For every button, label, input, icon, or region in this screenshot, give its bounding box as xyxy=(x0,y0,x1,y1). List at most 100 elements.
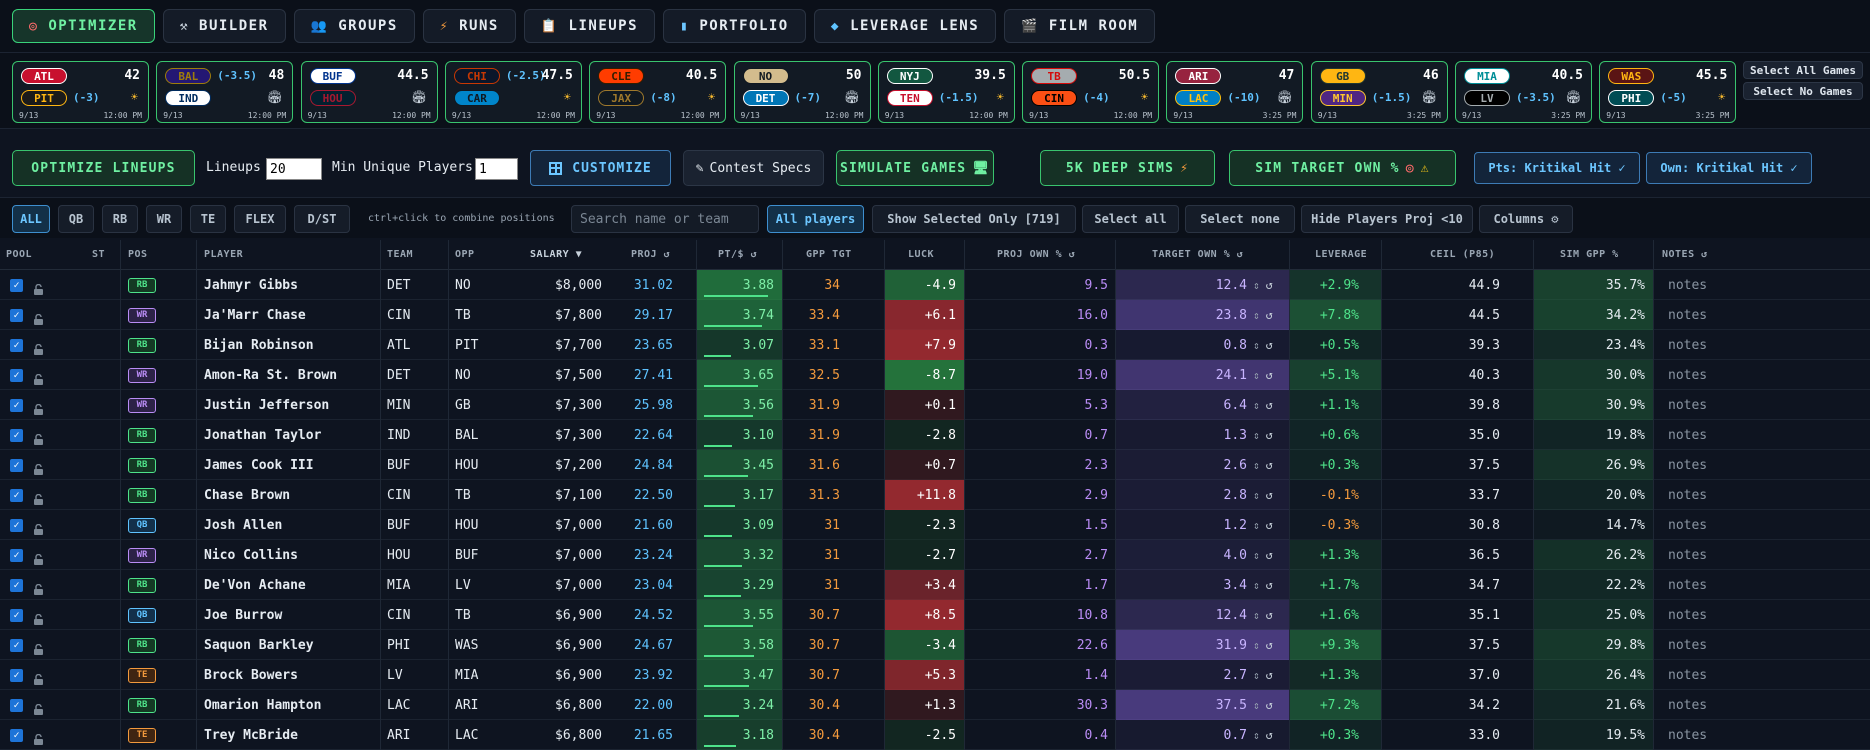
table-row[interactable]: ✓ RB De'Von Achane MIA LV $7,000 23.04 3.29 31 +3… xyxy=(0,570,1870,600)
col-luck[interactable]: LUCK xyxy=(908,249,935,260)
show-selected-button[interactable]: Show Selected Only [719] xyxy=(872,205,1076,233)
team-badge-home[interactable]: TEN xyxy=(886,90,933,106)
col-proj-own[interactable]: PROJ OWN % ↺ xyxy=(997,249,1076,260)
nav-lineups[interactable]: 📋 LINEUPS xyxy=(523,9,656,43)
target-ownership-cell[interactable]: 6.4 ⇕ ↺ xyxy=(1115,390,1289,420)
notes-input[interactable]: notes xyxy=(1668,337,1708,353)
col-team[interactable]: TEAM xyxy=(387,249,414,260)
nav-runs[interactable]: ⚡ RUNS xyxy=(422,9,516,43)
game-card[interactable]: NYJ TEN (-1.5) 39.5 ☀ 9/13 12:00 PM xyxy=(877,61,1015,123)
team-badge-away[interactable]: CHI xyxy=(453,68,500,84)
lock-icon[interactable] xyxy=(33,580,44,595)
pool-checkbox[interactable]: ✓ xyxy=(10,669,23,682)
target-ownership-value[interactable]: 2.8 xyxy=(1223,487,1247,503)
team-badge-home[interactable]: JAX xyxy=(598,90,645,106)
col-opp[interactable]: OPP xyxy=(455,249,475,260)
stepper-icon[interactable]: ⇕ xyxy=(1253,518,1260,532)
select-no-games-button[interactable]: Select No Games xyxy=(1743,82,1863,100)
stepper-icon[interactable]: ⇕ xyxy=(1253,458,1260,472)
col-st[interactable]: ST xyxy=(92,249,106,260)
game-card[interactable]: ATL PIT (-3) 42 ☀ 9/13 12:00 PM xyxy=(12,61,149,123)
notes-input[interactable]: notes xyxy=(1668,307,1708,323)
stepper-icon[interactable]: ⇕ xyxy=(1253,668,1260,682)
pool-checkbox[interactable]: ✓ xyxy=(10,279,23,292)
notes-input[interactable]: notes xyxy=(1668,517,1708,533)
lock-icon[interactable] xyxy=(33,700,44,715)
game-card[interactable]: MIA LV (-3.5) 40.5 🏟 9/13 3:25 PM xyxy=(1455,61,1592,123)
position-filter-wr[interactable]: WR xyxy=(146,205,182,233)
col-pt-per-dollar[interactable]: PT/$ ↺ xyxy=(718,249,758,260)
reset-icon[interactable]: ↺ xyxy=(1265,638,1273,652)
reset-icon[interactable]: ↺ xyxy=(1265,368,1273,382)
game-card[interactable]: CHI CAR (-2.5) 47.5 ☀ 9/13 12:00 PM xyxy=(444,61,582,123)
table-row[interactable]: ✓ RB Chase Brown CIN TB $7,100 22.50 3.17 31.3 +1… xyxy=(0,480,1870,510)
col-leverage[interactable]: LEVERAGE xyxy=(1315,249,1368,260)
reset-icon[interactable]: ↺ xyxy=(1265,698,1273,712)
table-row[interactable]: ✓ RB James Cook III BUF HOU $7,200 24.84 3.45 31… xyxy=(0,450,1870,480)
team-badge-home[interactable]: PIT xyxy=(21,90,67,106)
target-ownership-cell[interactable]: 2.7 ⇕ ↺ xyxy=(1115,660,1289,690)
notes-input[interactable]: notes xyxy=(1668,487,1708,503)
stepper-icon[interactable]: ⇕ xyxy=(1253,338,1260,352)
lineups-input[interactable]: 20 xyxy=(266,158,322,180)
reset-icon[interactable]: ↺ xyxy=(1265,548,1273,562)
customize-button[interactable]: CUSTOMIZE xyxy=(530,150,671,186)
stepper-icon[interactable]: ⇕ xyxy=(1253,698,1260,712)
lock-icon[interactable] xyxy=(33,640,44,655)
col-notes[interactable]: NOTES ↺ xyxy=(1662,249,1708,260)
notes-input[interactable]: notes xyxy=(1668,667,1708,683)
stepper-icon[interactable]: ⇕ xyxy=(1253,728,1260,742)
pool-checkbox[interactable]: ✓ xyxy=(10,639,23,652)
target-ownership-cell[interactable]: 37.5 ⇕ ↺ xyxy=(1115,690,1289,720)
notes-input[interactable]: notes xyxy=(1668,577,1708,593)
table-row[interactable]: ✓ RB Jahmyr Gibbs DET NO $8,000 31.02 3.88 34 -4.… xyxy=(0,270,1870,300)
reset-icon[interactable]: ↺ xyxy=(1265,278,1273,292)
target-ownership-value[interactable]: 4.0 xyxy=(1223,547,1247,563)
notes-input[interactable]: notes xyxy=(1668,427,1708,443)
position-filter-flex[interactable]: FLEX xyxy=(234,205,286,233)
target-ownership-value[interactable]: 24.1 xyxy=(1215,367,1247,383)
pool-checkbox[interactable]: ✓ xyxy=(10,399,23,412)
select-none-button[interactable]: Select none xyxy=(1185,205,1295,233)
target-ownership-value[interactable]: 0.7 xyxy=(1223,727,1247,743)
game-card[interactable]: TB CIN (-4) 50.5 ☀ 9/13 12:00 PM xyxy=(1022,61,1160,123)
nav-builder[interactable]: ⚒ BUILDER xyxy=(162,9,286,43)
table-row[interactable]: ✓ WR Ja'Marr Chase CIN TB $7,800 29.17 3.74 33.4… xyxy=(0,300,1870,330)
col-player[interactable]: PLAYER xyxy=(204,249,244,260)
notes-input[interactable]: notes xyxy=(1668,397,1708,413)
target-ownership-value[interactable]: 0.8 xyxy=(1223,337,1247,353)
team-badge-home[interactable]: DET xyxy=(742,90,789,106)
nav-groups[interactable]: 👥 GROUPS xyxy=(293,9,415,43)
reset-icon[interactable]: ↺ xyxy=(1265,338,1273,352)
nav-portfolio[interactable]: ▮ PORTFOLIO xyxy=(663,9,806,43)
target-ownership-value[interactable]: 2.7 xyxy=(1223,667,1247,683)
lock-icon[interactable] xyxy=(33,550,44,565)
position-filter-qb[interactable]: QB xyxy=(58,205,94,233)
reset-icon[interactable]: ↺ xyxy=(1265,398,1273,412)
lock-icon[interactable] xyxy=(33,460,44,475)
columns-button[interactable]: Columns ⚙ xyxy=(1479,205,1573,233)
target-ownership-cell[interactable]: 3.4 ⇕ ↺ xyxy=(1115,570,1289,600)
team-badge-home[interactable]: CAR xyxy=(453,90,500,106)
table-row[interactable]: ✓ WR Nico Collins HOU BUF $7,000 23.24 3.32 31 -2… xyxy=(0,540,1870,570)
ownership-source-button[interactable]: Own: Kritikal Hit ✓ xyxy=(1646,152,1812,184)
reset-icon[interactable]: ↺ xyxy=(1265,668,1273,682)
target-ownership-cell[interactable]: 31.9 ⇕ ↺ xyxy=(1115,630,1289,660)
col-pool[interactable]: POOL xyxy=(6,249,33,260)
target-ownership-value[interactable]: 12.4 xyxy=(1215,277,1247,293)
team-badge-home[interactable]: MIN xyxy=(1319,90,1366,106)
col-salary[interactable]: SALARY ▼ xyxy=(530,249,583,260)
notes-input[interactable]: notes xyxy=(1668,547,1708,563)
position-filter-rb[interactable]: RB xyxy=(102,205,138,233)
team-badge-away[interactable]: NO xyxy=(742,68,789,84)
reset-icon[interactable]: ↺ xyxy=(1265,308,1273,322)
col-ceil[interactable]: CEIL (P85) xyxy=(1430,249,1496,260)
pool-checkbox[interactable]: ✓ xyxy=(10,459,23,472)
notes-input[interactable]: notes xyxy=(1668,367,1708,383)
target-ownership-cell[interactable]: 23.8 ⇕ ↺ xyxy=(1115,300,1289,330)
pool-checkbox[interactable]: ✓ xyxy=(10,519,23,532)
notes-input[interactable]: notes xyxy=(1668,637,1708,653)
lock-icon[interactable] xyxy=(33,430,44,445)
reset-icon[interactable]: ↺ xyxy=(1265,608,1273,622)
team-badge-home[interactable]: CIN xyxy=(1031,90,1078,106)
